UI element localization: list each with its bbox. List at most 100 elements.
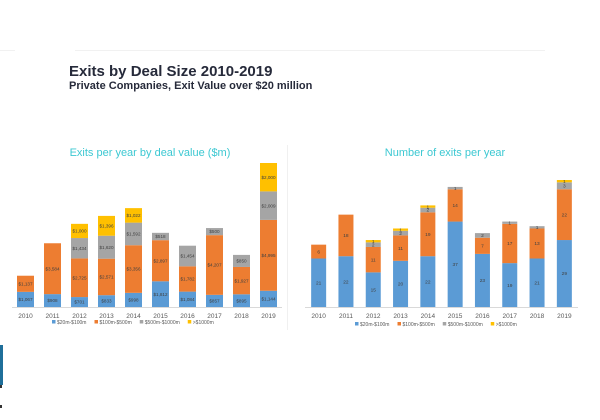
x-tick-label: 2017: [503, 313, 518, 320]
bar-20-100m-2015: [152, 281, 169, 307]
bar-500-1000m-2012: [71, 238, 88, 259]
data-label: $518: [155, 234, 166, 239]
data-label: $1,434: [72, 246, 86, 251]
bar-100-500m-2015: [152, 240, 169, 282]
data-label: 2: [399, 231, 402, 237]
bar-500-1000m-2013: [393, 230, 409, 236]
bar-1000m-plus-2019: [556, 180, 572, 183]
x-tick-label: 2012: [72, 313, 87, 320]
data-label: 11: [371, 257, 376, 263]
data-label: 2: [427, 208, 430, 214]
legend-20-100m-swatch: [355, 322, 359, 326]
chart-divider: [287, 145, 288, 330]
bar-20-100m-2017: [206, 294, 223, 307]
data-label: $998: [128, 298, 139, 303]
data-label: 19: [507, 283, 513, 289]
data-label: 14: [452, 203, 458, 209]
x-tick-label: 2017: [207, 313, 222, 320]
bar-100-500m-2012: [365, 246, 381, 273]
x-tick-label: 2018: [234, 313, 249, 320]
data-label: 1: [454, 186, 457, 192]
bar-1000m-plus-2014: [420, 205, 436, 208]
bar-100-500m-2011: [44, 243, 61, 295]
edge-blue-bar: [0, 345, 3, 385]
data-label: 1: [563, 179, 566, 185]
edge-mark: [0, 385, 2, 388]
bar-20-100m-2012: [71, 297, 88, 307]
x-tick-label: 2010: [18, 313, 33, 320]
x-tick-label: 2015: [153, 313, 168, 320]
data-label: $833: [101, 299, 112, 304]
data-label: 11: [398, 246, 403, 252]
bar-100-500m-2016: [179, 266, 196, 292]
data-label: 15: [371, 287, 377, 293]
data-label: $2,897: [153, 258, 167, 263]
data-label: $2,725: [72, 275, 86, 280]
page-title: Exits by Deal Size 2010-2019: [69, 63, 273, 80]
bar-1000m-plus-2012: [71, 223, 88, 239]
bar-1000m-plus-2014: [125, 208, 142, 223]
data-label: $3,584: [45, 266, 59, 271]
bar-500-1000m-2012: [365, 242, 381, 247]
data-label: 21: [316, 280, 322, 286]
bar-1000m-plus-2019: [260, 163, 277, 192]
legend-100-500m: $100m-$500m: [100, 320, 132, 326]
data-label: 18: [343, 233, 349, 239]
edge-mark: [0, 405, 2, 408]
bar-1000m-plus-2013: [393, 228, 409, 231]
bar-100-500m-2018: [529, 228, 545, 259]
data-label: $701: [74, 300, 85, 305]
legend-100-500m-swatch: [94, 320, 98, 324]
bar-100-500m-2014: [420, 212, 436, 257]
legend-500-1000m-swatch: [139, 320, 144, 324]
header-rule-left: [0, 50, 15, 51]
x-tick-label: 2016: [475, 313, 490, 320]
bar-100-500m-2010: [311, 244, 327, 259]
bar-20-100m-2019: [260, 290, 277, 307]
bar-500-1000m-2014: [420, 207, 436, 213]
bar-20-100m-2013: [98, 295, 115, 307]
bar-1000m-plus-2013: [98, 215, 115, 236]
data-label: $895: [236, 298, 247, 303]
data-label: 2: [481, 233, 484, 239]
data-label: $3,356: [126, 267, 140, 272]
bar-20-100m-2015: [447, 221, 463, 307]
data-label: 1: [372, 239, 375, 245]
legend-100-500m-swatch: [397, 322, 401, 326]
bar-500-1000m-2017: [502, 221, 518, 224]
bar-500-1000m-2017: [206, 228, 223, 236]
data-label: $1,812: [153, 292, 167, 297]
bar-100-500m-2011: [338, 214, 354, 257]
data-label: $1,927: [234, 278, 248, 283]
data-label: 1: [508, 220, 511, 226]
bar-20-100m-2019: [556, 240, 572, 307]
x-tick-label: 2012: [366, 313, 381, 320]
data-label: $1,022: [126, 213, 140, 218]
bar-20-100m-2014: [420, 256, 436, 307]
data-label: $4,995: [261, 253, 275, 258]
bar-500-1000m-2019: [556, 182, 572, 190]
data-label: $500: [209, 229, 220, 234]
bar-500-1000m-2013: [98, 235, 115, 259]
legend-500-1000m: $500m-$1000m: [448, 322, 483, 328]
x-tick-label: 2014: [126, 313, 141, 320]
data-label: 21: [534, 280, 540, 286]
x-tick-label: 2011: [339, 313, 353, 320]
bar-500-1000m-2018: [529, 226, 545, 229]
data-label: 23: [480, 278, 486, 284]
bar-20-100m-2016: [474, 253, 490, 307]
x-tick-label: 2015: [448, 313, 463, 320]
bar-20-100m-2011: [338, 256, 354, 307]
legend-500-1000m-swatch: [442, 322, 447, 326]
data-label: $1,084: [180, 297, 194, 302]
data-label: 19: [425, 232, 431, 238]
bar-100-500m-2017: [502, 223, 518, 264]
bar-100-500m-2010: [17, 275, 34, 292]
header-rule: [75, 50, 545, 51]
data-label: $1,144: [261, 297, 275, 302]
legend-100-500m: $100m-$500m: [403, 322, 435, 328]
data-label: $1,000: [72, 229, 86, 234]
data-label: $908: [47, 298, 58, 303]
x-tick-label: 2016: [180, 313, 195, 320]
